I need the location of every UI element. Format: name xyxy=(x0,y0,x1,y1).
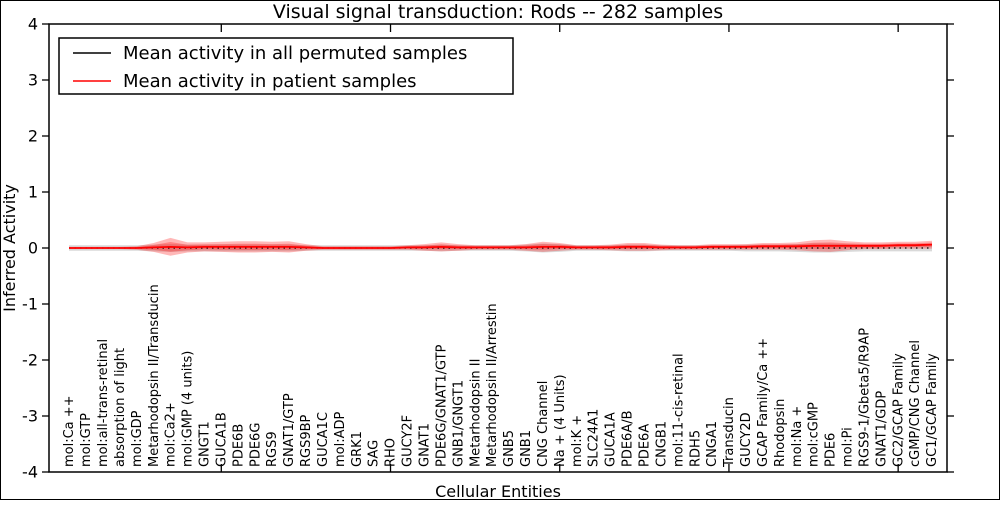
x-tick-label: Rhodopsin xyxy=(773,399,788,467)
x-tick-label: GNAT1 xyxy=(418,423,433,467)
x-tick-label: CNG Channel xyxy=(536,381,551,467)
y-axis-label: Inferred Activity xyxy=(1,184,19,312)
x-tick-label: Metarhodopsin II/Transducin xyxy=(147,284,162,467)
x-tick-label: GNB5 xyxy=(502,430,517,467)
x-tick-label: GNAT1/GDP xyxy=(874,391,889,467)
x-tick-label: mol:Na + xyxy=(790,406,805,467)
x-tick-label: GCAP Family/Ca ++ xyxy=(756,338,771,467)
x-tick-label: RGS9BP xyxy=(299,414,314,467)
x-tick-label: Metarhodopsin II xyxy=(468,359,483,467)
y-axis-ticks: 4 3 2 1 0 -1 -2 -3 -4 xyxy=(22,15,954,482)
x-tick-label: GUCY2D xyxy=(739,412,754,467)
x-tick-label: CNGA1 xyxy=(705,421,720,467)
x-tick-label: GC2/GCAP Family xyxy=(891,353,906,467)
x-tick-label: PDE6B xyxy=(231,424,246,467)
x-tick-label: GRK1 xyxy=(350,431,365,467)
x-tick-label: GNB1/GNGT1 xyxy=(451,380,466,467)
x-tick-label: mol:cGMP xyxy=(807,402,822,467)
y-tick-label: -4 xyxy=(22,463,38,482)
x-tick-label: PDE6 xyxy=(824,433,839,467)
x-tick-label: mol:GMP (4 units) xyxy=(181,351,196,467)
x-tick-label: GNB1 xyxy=(519,430,534,467)
x-tick-label: Metarhodopsin II/Arrestin xyxy=(485,303,500,467)
y-tick-label: -2 xyxy=(22,351,38,370)
x-tick-label: SLC24A1 xyxy=(587,409,602,467)
x-tick-label: mol:ADP xyxy=(333,411,348,467)
x-tick-label: GNGT1 xyxy=(198,421,213,467)
x-axis-label: Cellular Entities xyxy=(435,482,561,501)
x-tick-label: mol:Ca ++ xyxy=(62,395,77,467)
y-tick-label: -1 xyxy=(22,295,38,314)
x-tick-label: RGS9-1/Gbeta5/R9AP xyxy=(857,328,872,467)
x-tick-label: GC1/GCAP Family xyxy=(925,353,940,467)
x-tick-label: PDE6A xyxy=(637,424,652,467)
x-tick-label: GUCA1B xyxy=(214,412,229,467)
x-tick-label: PDE6G xyxy=(248,423,263,467)
x-tick-label: RDH5 xyxy=(688,430,703,467)
x-tick-label: mol:Ca2+ xyxy=(164,402,179,467)
y-tick-label: 3 xyxy=(28,71,38,90)
x-tick-label: GNAT1/GTP xyxy=(282,393,297,467)
x-tick-label: GUCY2F xyxy=(401,415,416,467)
x-tick-label: Transducin xyxy=(722,397,737,468)
x-tick-label: mol:11-cis-retinal xyxy=(671,353,686,467)
y-tick-label: 2 xyxy=(28,127,38,146)
series-line-layer xyxy=(69,243,933,249)
x-tick-label: mol:K + xyxy=(570,415,585,467)
x-tick-label: PDE6A/B xyxy=(621,410,636,467)
y-tick-label: 1 xyxy=(28,183,38,202)
plot-area-border xyxy=(48,23,948,473)
x-tick-label: mol:GTP xyxy=(79,413,94,467)
x-tick-label: CNGB1 xyxy=(654,421,669,467)
y-tick-label: 4 xyxy=(28,15,38,34)
legend: Mean activity in all permuted samples Me… xyxy=(58,37,514,95)
y-tick-label: -3 xyxy=(22,407,38,426)
patient-mean-line xyxy=(69,243,933,249)
legend-label-patient-samples: Mean activity in patient samples xyxy=(123,71,417,92)
x-tick-label: mol:Pi xyxy=(841,427,856,467)
x-tick-label: GUCA1C xyxy=(316,412,331,467)
x-tick-label: mol:GDP xyxy=(130,410,145,467)
chart-title: Visual signal transduction: Rods -- 282 … xyxy=(273,1,723,23)
x-tick-label: cGMP/CNG Channel xyxy=(908,340,923,467)
x-tick-label: RHO xyxy=(384,438,399,467)
x-axis-tick-labels: mol:Ca ++ mol:GTP mol:all-trans-retinal abs… xyxy=(62,284,940,468)
legend-label-permuted-samples: Mean activity in all permuted samples xyxy=(123,43,467,64)
x-tick-label: GUCA1A xyxy=(604,412,619,467)
legend-box xyxy=(58,37,514,95)
x-axis-ticks xyxy=(220,24,899,472)
x-tick-label: SAG xyxy=(367,440,382,467)
x-tick-label: absorption of light xyxy=(113,348,128,467)
x-tick-label: RGS9 xyxy=(265,431,280,467)
x-tick-label: mol:all-trans-retinal xyxy=(96,339,111,467)
x-tick-label: PDE6G/GNAT1/GTP xyxy=(434,344,449,467)
y-tick-label: 0 xyxy=(28,239,38,258)
x-tick-label: Na + (4 Units) xyxy=(553,374,568,467)
